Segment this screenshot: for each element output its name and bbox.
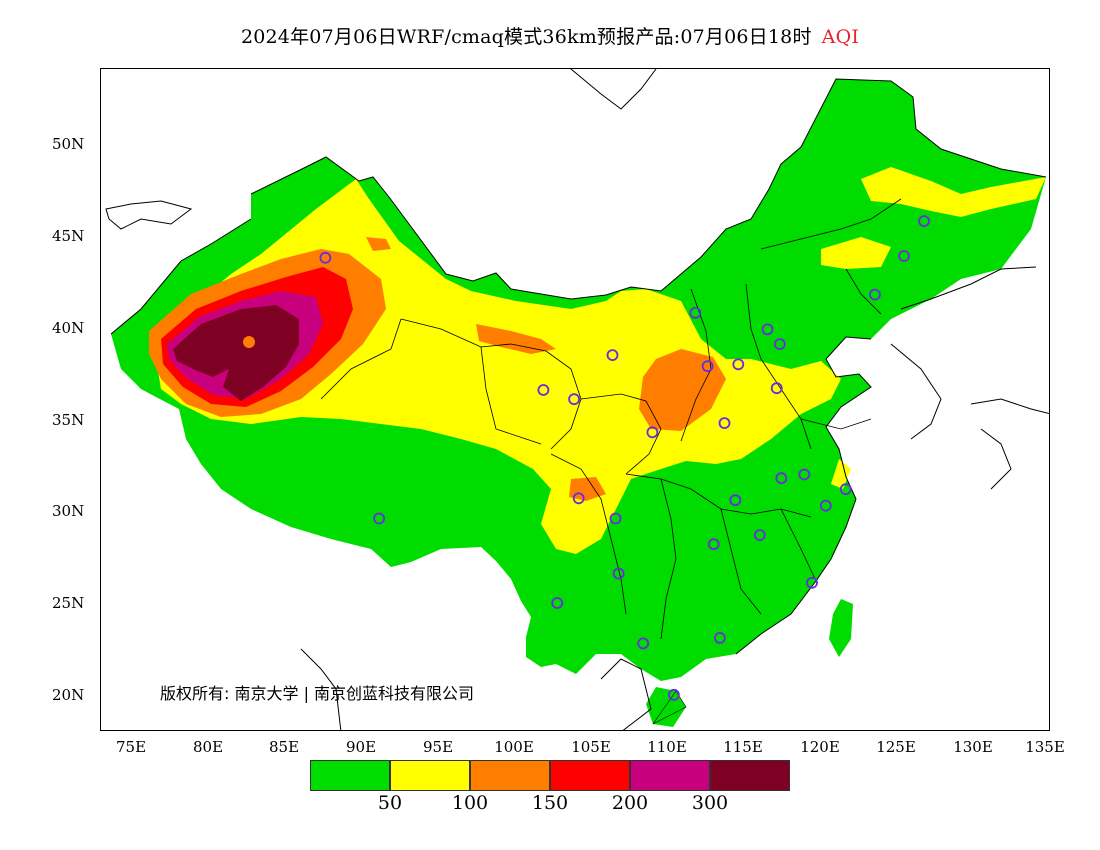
aqi-field-maroon [173,305,299,401]
lat-label: 25N [52,594,85,612]
legend-swatch [390,760,470,791]
lat-label: 20N [52,686,85,704]
lon-label: 125E [876,738,916,756]
lon-label: 120E [800,738,840,756]
station-marker [718,417,731,430]
station-marker [373,512,386,525]
legend-tick: 200 [611,792,649,814]
legend-swatch [710,760,790,791]
legend-swatch [470,760,550,791]
station-marker [798,468,811,481]
legend-tick: 300 [691,792,729,814]
map-title: 2024年07月06日WRF/cmaq模式36km预报产品:07月06日18时 A… [0,22,1100,49]
station-marker [898,250,910,262]
legend-swatch [630,760,710,791]
province-boundaries [320,198,902,640]
station-marker [806,576,818,589]
lon-label: 85E [268,738,300,756]
station-marker [732,358,745,371]
station-marker [819,499,832,512]
station-marker [773,338,786,351]
product-name: AQI [821,26,860,48]
station-marker [753,529,766,542]
lat-label: 30N [52,502,85,520]
lon-label: 95E [422,738,454,756]
station-marker [319,251,332,264]
station-marker [668,688,680,701]
legend-swatch [550,760,630,791]
station-marker [714,632,726,644]
map-frame [100,68,1050,731]
legend-tick: 50 [377,792,403,814]
station-marker [869,288,881,301]
station-marker [918,215,930,228]
station-marker [568,393,581,406]
lon-label: 105E [571,738,611,756]
lon-label: 110E [647,738,687,756]
station-marker [770,382,783,395]
lon-label: 75E [115,738,147,756]
station-marker [775,472,788,485]
legend-swatch [310,760,390,791]
lon-label: 90E [345,738,377,756]
lat-label: 35N [52,411,85,429]
station-marker [701,360,714,373]
lat-label: 50N [52,135,85,153]
station-marker [839,483,852,496]
title-text: 2024年07月06日WRF/cmaq模式36km预报产品:07月06日18时 [240,26,812,48]
station-marker [637,637,650,650]
aqi-map [105,69,1049,730]
copyright-text: 版权所有: 南京大学 | 南京创蓝科技有限公司 [160,684,475,703]
hotspot-marker [243,336,255,348]
station-marker [606,349,619,362]
monitoring-stations [319,215,930,701]
legend-tick: 100 [451,792,489,814]
station-marker [551,597,564,609]
lon-label: 130E [953,738,993,756]
station-marker [707,538,720,551]
lon-label: 115E [723,738,763,756]
lat-label: 40N [52,319,85,337]
station-marker [537,384,550,396]
lon-label: 100E [494,738,534,756]
coastlines [105,69,1049,730]
legend-tick: 150 [531,792,569,814]
station-marker [572,492,585,505]
station-marker [761,323,774,336]
station-marker [612,567,625,580]
station-marker [729,494,742,507]
station-marker [609,512,622,525]
lon-label: 80E [192,738,224,756]
station-marker [646,426,659,439]
station-marker [689,306,702,319]
lat-label: 45N [52,227,85,245]
lon-label: 135E [1025,738,1065,756]
